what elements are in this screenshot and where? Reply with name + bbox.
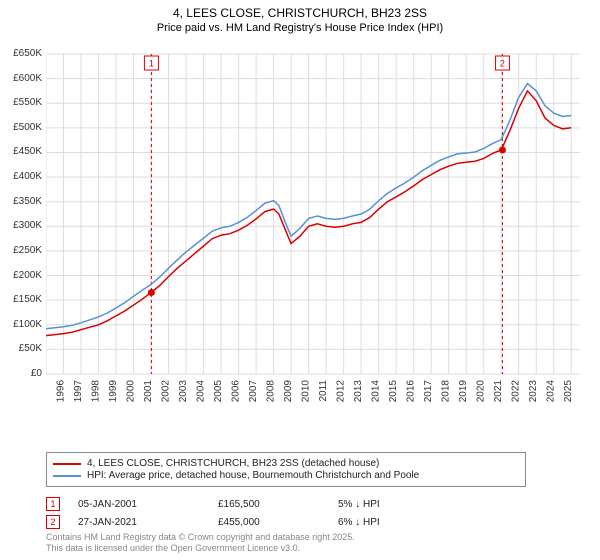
y-tick-label: £0: [0, 368, 42, 379]
svg-text:2016: 2016: [406, 380, 417, 403]
svg-text:2009: 2009: [283, 380, 294, 403]
svg-text:2010: 2010: [301, 380, 312, 403]
y-tick-label: £350K: [0, 196, 42, 207]
trans-pct: 5% ↓ HPI: [338, 499, 478, 510]
title-subtitle: Price paid vs. HM Land Registry's House …: [0, 22, 600, 34]
y-tick-label: £150K: [0, 294, 42, 305]
svg-text:2015: 2015: [388, 380, 399, 403]
svg-text:2007: 2007: [248, 380, 259, 403]
legend-box: 4, LEES CLOSE, CHRISTCHURCH, BH23 2SS (d…: [46, 452, 526, 487]
y-tick-label: £400K: [0, 171, 42, 182]
y-tick-label: £650K: [0, 48, 42, 59]
y-tick-label: £300K: [0, 220, 42, 231]
svg-text:2003: 2003: [178, 380, 189, 403]
legend-swatch: [53, 475, 81, 477]
svg-text:1999: 1999: [108, 380, 119, 403]
table-row: 2 27-JAN-2021 £455,000 6% ↓ HPI: [46, 514, 586, 530]
svg-text:2001: 2001: [143, 380, 154, 403]
legend-row: HPI: Average price, detached house, Bour…: [53, 470, 519, 481]
y-tick-label: £600K: [0, 73, 42, 84]
transactions-table: 1 05-JAN-2001 £165,500 5% ↓ HPI 2 27-JAN…: [46, 494, 586, 532]
y-tick-label: £50K: [0, 343, 42, 354]
svg-text:2005: 2005: [213, 380, 224, 403]
marker-icon: 2: [46, 515, 60, 529]
svg-text:2025: 2025: [563, 380, 574, 403]
svg-text:2011: 2011: [318, 380, 329, 402]
trans-price: £455,000: [218, 517, 338, 528]
trans-date: 27-JAN-2021: [78, 517, 218, 528]
svg-text:2013: 2013: [353, 380, 364, 403]
svg-text:2023: 2023: [528, 380, 539, 403]
y-tick-label: £500K: [0, 122, 42, 133]
svg-text:2004: 2004: [196, 380, 207, 403]
y-tick-label: £250K: [0, 245, 42, 256]
svg-text:1: 1: [149, 59, 154, 69]
svg-text:1997: 1997: [73, 380, 84, 403]
svg-text:2017: 2017: [423, 380, 434, 403]
title-address: 4, LEES CLOSE, CHRISTCHURCH, BH23 2SS: [0, 6, 600, 20]
trans-date: 05-JAN-2001: [78, 499, 218, 510]
legend-row: 4, LEES CLOSE, CHRISTCHURCH, BH23 2SS (d…: [53, 458, 519, 469]
svg-text:1996: 1996: [56, 380, 67, 403]
legend-swatch: [53, 463, 81, 465]
svg-text:2: 2: [500, 59, 505, 69]
y-tick-label: £200K: [0, 270, 42, 281]
svg-text:2024: 2024: [546, 380, 557, 403]
svg-text:2006: 2006: [231, 380, 242, 403]
svg-text:2002: 2002: [161, 380, 172, 403]
svg-text:2021: 2021: [493, 380, 504, 403]
svg-text:2018: 2018: [441, 380, 452, 403]
svg-text:2014: 2014: [371, 380, 382, 403]
table-row: 1 05-JAN-2001 £165,500 5% ↓ HPI: [46, 496, 586, 512]
y-tick-label: £100K: [0, 319, 42, 330]
svg-text:2000: 2000: [126, 380, 137, 403]
y-tick-label: £550K: [0, 97, 42, 108]
legend-label: 4, LEES CLOSE, CHRISTCHURCH, BH23 2SS (d…: [87, 458, 379, 469]
svg-text:2012: 2012: [336, 380, 347, 403]
titles: 4, LEES CLOSE, CHRISTCHURCH, BH23 2SS Pr…: [0, 0, 600, 34]
svg-text:2008: 2008: [266, 380, 277, 403]
y-tick-label: £450K: [0, 146, 42, 157]
svg-text:2022: 2022: [511, 380, 522, 403]
legend-label: HPI: Average price, detached house, Bour…: [87, 470, 419, 481]
chart-plot: £0£50K£100K£150K£200K£250K£300K£350K£400…: [46, 44, 586, 414]
svg-text:2019: 2019: [458, 380, 469, 403]
svg-text:1998: 1998: [91, 380, 102, 403]
footer-line: This data is licensed under the Open Gov…: [46, 543, 355, 554]
trans-pct: 6% ↓ HPI: [338, 517, 478, 528]
footer-text: Contains HM Land Registry data © Crown c…: [46, 532, 355, 554]
footer-line: Contains HM Land Registry data © Crown c…: [46, 532, 355, 543]
chart-container: 4, LEES CLOSE, CHRISTCHURCH, BH23 2SS Pr…: [0, 0, 600, 560]
chart-svg: £0£50K£100K£150K£200K£250K£300K£350K£400…: [46, 44, 586, 414]
marker-icon: 1: [46, 497, 60, 511]
svg-text:2020: 2020: [476, 380, 487, 403]
svg-text:1995: 1995: [46, 380, 49, 403]
trans-price: £165,500: [218, 499, 338, 510]
